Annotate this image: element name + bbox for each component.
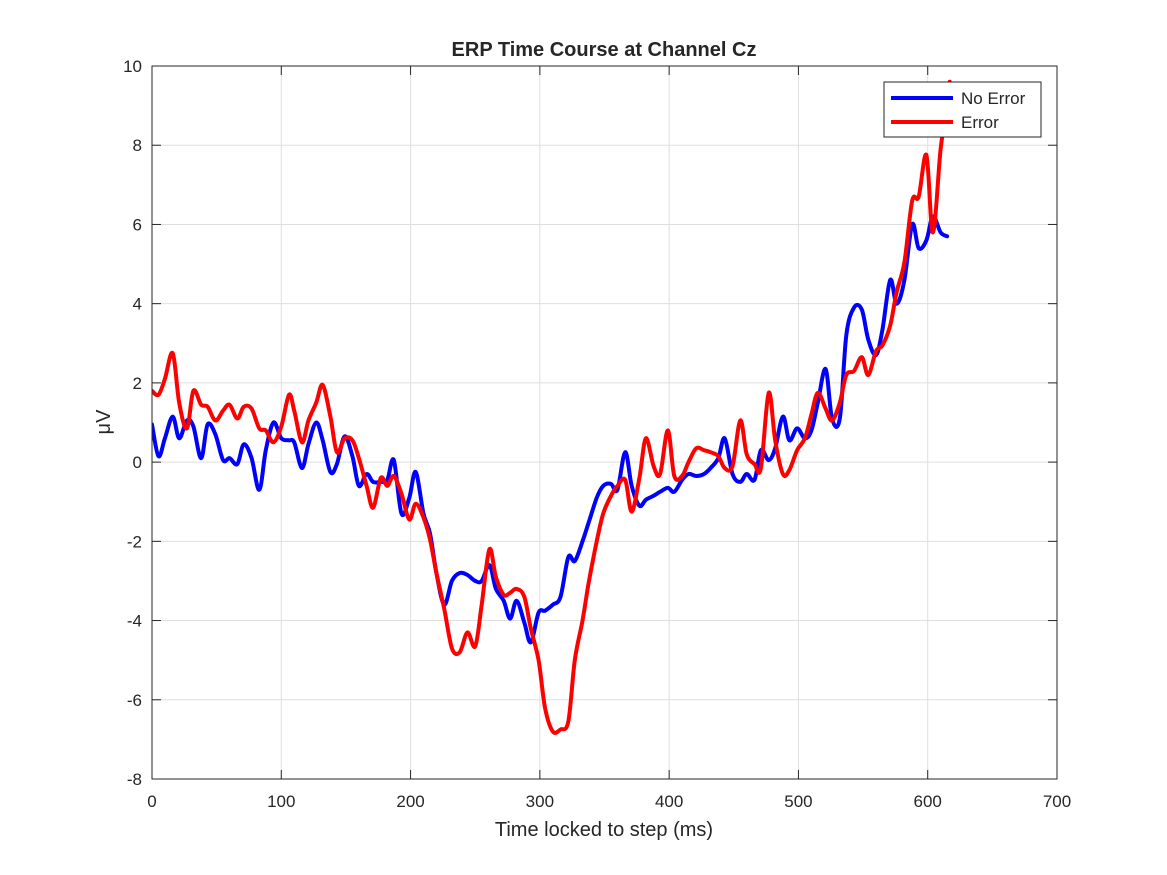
- y-axis-label: μV: [93, 409, 115, 435]
- legend-label-no-error: No Error: [961, 89, 1026, 108]
- y-tick-label: -8: [127, 770, 142, 789]
- y-tick-label: -6: [127, 691, 142, 710]
- y-tick-label: 0: [133, 453, 142, 472]
- axes-box: [151, 65, 1058, 780]
- x-tick-label: 300: [526, 792, 554, 811]
- x-tick-label: 400: [655, 792, 683, 811]
- series-layer: [152, 79, 952, 735]
- y-tick-label: 2: [133, 374, 142, 393]
- y-tick-label: 4: [133, 295, 142, 314]
- chart-title: ERP Time Course at Channel Cz: [452, 39, 757, 61]
- series-line-no-error: [152, 214, 950, 645]
- x-tick-label: 0: [147, 792, 156, 811]
- x-tick-label: 700: [1043, 792, 1071, 811]
- y-tick-label: -4: [127, 612, 142, 631]
- x-tick-labels: 0 100 200 300 400 500 600 700: [147, 792, 1071, 811]
- x-tick-label: 500: [784, 792, 812, 811]
- x-tick-label: 200: [396, 792, 424, 811]
- legend-box: [883, 81, 1042, 138]
- legend: No Error Error: [883, 81, 1042, 138]
- y-tick-labels: -8 -6 -4 -2 0 2 4 6 8 10: [123, 57, 142, 789]
- x-tick-label: 600: [914, 792, 942, 811]
- tick-marks: [151, 65, 1058, 780]
- y-tick-label: 6: [133, 215, 142, 234]
- y-tick-label: -2: [127, 532, 142, 551]
- y-tick-label: 10: [123, 57, 142, 76]
- series-line-error: [152, 79, 952, 735]
- plot-area: [152, 66, 1057, 779]
- x-axis-label: Time locked to step (ms): [495, 819, 713, 841]
- x-tick-label: 100: [267, 792, 295, 811]
- legend-label-error: Error: [961, 113, 999, 132]
- y-tick-label: 8: [133, 136, 142, 155]
